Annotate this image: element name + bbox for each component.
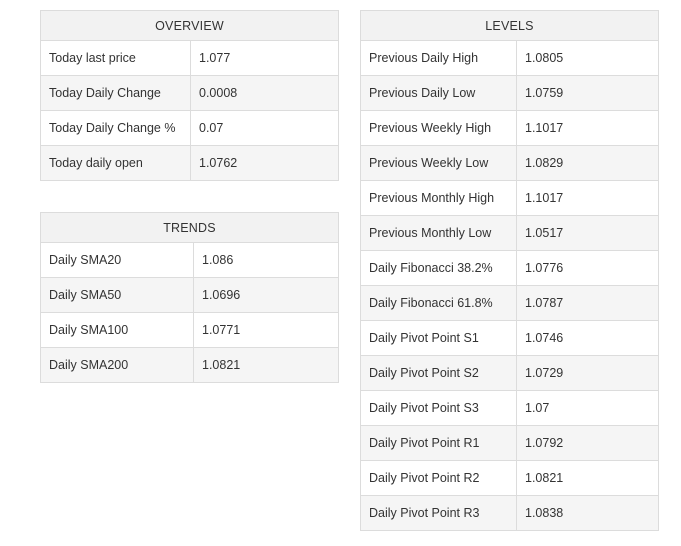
row-value: 1.0838 [516, 495, 659, 531]
levels-title: LEVELS [360, 10, 659, 41]
row-value: 1.0517 [516, 215, 659, 251]
row-value: 1.0805 [516, 40, 659, 76]
row-value: 1.0696 [193, 277, 339, 313]
row-label: Today Daily Change % [40, 110, 191, 146]
trends-table: TRENDS Daily SMA20 1.086 Daily SMA50 1.0… [40, 212, 339, 383]
row-label: Daily SMA200 [40, 347, 194, 383]
table-row: Daily SMA100 1.0771 [40, 312, 339, 348]
table-row: Previous Monthly Low 1.0517 [360, 215, 659, 251]
overview-header-row: OVERVIEW [40, 10, 339, 41]
row-label: Today last price [40, 40, 191, 76]
row-label: Daily SMA50 [40, 277, 194, 313]
overview-table: OVERVIEW Today last price 1.077 Today Da… [40, 10, 339, 181]
table-row: Previous Weekly Low 1.0829 [360, 145, 659, 181]
table-row: Daily Pivot Point S2 1.0729 [360, 355, 659, 391]
table-row: Previous Daily High 1.0805 [360, 40, 659, 76]
trends-title: TRENDS [40, 212, 339, 243]
row-label: Daily Pivot Point R3 [360, 495, 517, 531]
row-value: 1.0771 [193, 312, 339, 348]
row-label: Previous Daily High [360, 40, 517, 76]
row-value: 1.0787 [516, 285, 659, 321]
row-value: 1.0759 [516, 75, 659, 111]
table-row: Daily Fibonacci 38.2% 1.0776 [360, 250, 659, 286]
table-row: Daily Pivot Point S3 1.07 [360, 390, 659, 426]
row-label: Daily Pivot Point S1 [360, 320, 517, 356]
table-row: Daily Pivot Point S1 1.0746 [360, 320, 659, 356]
trends-header-row: TRENDS [40, 212, 339, 243]
table-row: Daily Fibonacci 61.8% 1.0787 [360, 285, 659, 321]
row-value: 1.1017 [516, 180, 659, 216]
row-value: 1.086 [193, 242, 339, 278]
row-label: Daily Pivot Point S2 [360, 355, 517, 391]
table-row: Daily SMA50 1.0696 [40, 277, 339, 313]
table-row: Daily SMA20 1.086 [40, 242, 339, 278]
row-label: Daily Pivot Point R2 [360, 460, 517, 496]
row-value: 0.07 [190, 110, 339, 146]
row-label: Previous Monthly Low [360, 215, 517, 251]
row-value: 1.0762 [190, 145, 339, 181]
row-label: Daily Pivot Point S3 [360, 390, 517, 426]
row-label: Daily SMA100 [40, 312, 194, 348]
overview-title: OVERVIEW [40, 10, 339, 41]
row-value: 1.0776 [516, 250, 659, 286]
table-row: Today Daily Change % 0.07 [40, 110, 339, 146]
row-value: 0.0008 [190, 75, 339, 111]
table-row: Daily SMA200 1.0821 [40, 347, 339, 383]
row-value: 1.0746 [516, 320, 659, 356]
table-row: Daily Pivot Point R3 1.0838 [360, 495, 659, 531]
table-row: Previous Weekly High 1.1017 [360, 110, 659, 146]
table-row: Today last price 1.077 [40, 40, 339, 76]
row-label: Daily SMA20 [40, 242, 194, 278]
table-row: Today daily open 1.0762 [40, 145, 339, 181]
row-value: 1.0729 [516, 355, 659, 391]
levels-header-row: LEVELS [360, 10, 659, 41]
row-label: Daily Fibonacci 38.2% [360, 250, 517, 286]
row-label: Today daily open [40, 145, 191, 181]
table-row: Daily Pivot Point R2 1.0821 [360, 460, 659, 496]
row-value: 1.07 [516, 390, 659, 426]
table-row: Previous Monthly High 1.1017 [360, 180, 659, 216]
row-label: Today Daily Change [40, 75, 191, 111]
row-value: 1.0792 [516, 425, 659, 461]
levels-table: LEVELS Previous Daily High 1.0805 Previo… [360, 10, 659, 531]
table-row: Today Daily Change 0.0008 [40, 75, 339, 111]
row-label: Previous Weekly High [360, 110, 517, 146]
row-label: Previous Daily Low [360, 75, 517, 111]
row-value: 1.0821 [193, 347, 339, 383]
table-row: Daily Pivot Point R1 1.0792 [360, 425, 659, 461]
row-value: 1.0829 [516, 145, 659, 181]
row-value: 1.1017 [516, 110, 659, 146]
row-label: Daily Fibonacci 61.8% [360, 285, 517, 321]
row-label: Previous Weekly Low [360, 145, 517, 181]
row-label: Daily Pivot Point R1 [360, 425, 517, 461]
table-row: Previous Daily Low 1.0759 [360, 75, 659, 111]
row-value: 1.0821 [516, 460, 659, 496]
row-label: Previous Monthly High [360, 180, 517, 216]
row-value: 1.077 [190, 40, 339, 76]
